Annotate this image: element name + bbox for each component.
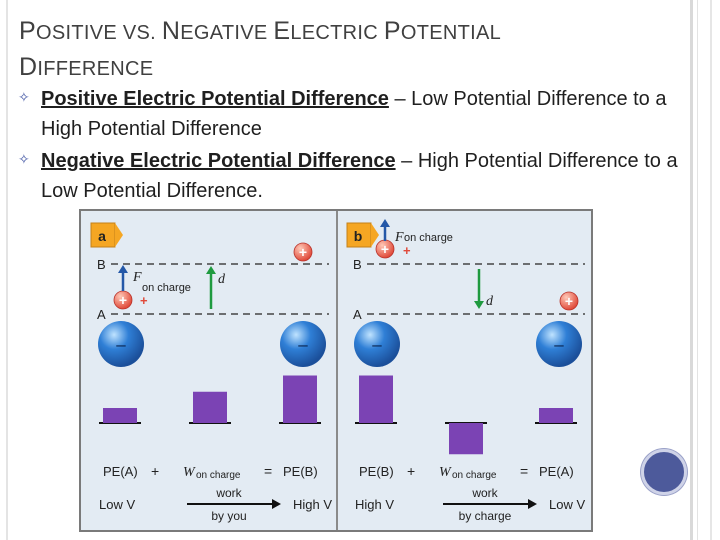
panel-b-sphere-left bbox=[354, 321, 400, 367]
slide-title: POSITIVE VS. NEGATIVE ELECTRIC POTENTIAL… bbox=[19, 14, 659, 86]
hollow-four-point-star-icon: ✧ bbox=[18, 89, 30, 105]
panel-a-eq-right: PE(B) bbox=[283, 464, 318, 479]
panel-b-force-sub: on charge bbox=[404, 232, 453, 244]
panel-b-sphere-right-sign: – bbox=[554, 335, 564, 354]
panel-a-sphere-left-sign: – bbox=[116, 335, 126, 354]
bullet-term: Negative Electric Potential Difference bbox=[41, 150, 396, 172]
slide-left-rule bbox=[6, 0, 8, 540]
panel-a-bar bbox=[283, 375, 317, 423]
title-word: POSITIVE VS. bbox=[19, 17, 156, 45]
panel-a-bar bbox=[193, 391, 227, 423]
panel-b-sphere-right bbox=[536, 321, 582, 367]
panel-b-arrow-bottom: by charge bbox=[459, 509, 512, 523]
panel-b-charge-end bbox=[559, 291, 579, 311]
bullet-negative: ✧ Negative Electric Potential Difference… bbox=[18, 146, 678, 206]
panel-b-force-arrow-head bbox=[380, 219, 390, 227]
panel-a-charge-end bbox=[293, 242, 313, 262]
panel-b-sphere-left-sign: – bbox=[372, 335, 382, 354]
panel-a-force-arrow-head bbox=[118, 265, 128, 273]
panel-b-charge-plus: + bbox=[403, 243, 411, 258]
panel-b-v-left: High V bbox=[355, 497, 394, 512]
panel-b-v-right: Low V bbox=[549, 497, 585, 512]
panel-b-charge-start-sign: + bbox=[381, 241, 389, 257]
title-word: DIFFERENCE bbox=[19, 53, 154, 81]
panel-b-bar bbox=[539, 408, 573, 423]
panel-a-charge-start-sign: + bbox=[119, 292, 127, 308]
panel-a-eq-equals: = bbox=[264, 463, 272, 479]
hollow-four-point-star-icon: ✧ bbox=[18, 151, 30, 167]
panel-a-force-sub: on charge bbox=[142, 282, 191, 294]
panel-a-eq-work-sub: on charge bbox=[196, 470, 241, 481]
panel-a-v-right: High V bbox=[293, 497, 332, 512]
panel-b-badge-tip bbox=[371, 223, 379, 247]
slide-right-rule-thin bbox=[697, 0, 698, 540]
title-line-2: DIFFERENCE bbox=[19, 53, 154, 81]
panel-a-d-arrow-head bbox=[206, 266, 216, 274]
panel-a-eq-work: W bbox=[183, 465, 196, 480]
bullet-text: – Low Potential Difference to a High Pot… bbox=[41, 88, 667, 140]
panel-a-eq-left: PE(A) bbox=[103, 464, 138, 479]
panel-a-bar bbox=[103, 408, 137, 423]
panel-b-arrow-top: work bbox=[471, 486, 498, 500]
panel-b-eq-right: PE(A) bbox=[539, 464, 574, 479]
panel-b-eq-work-sub: on charge bbox=[452, 470, 497, 481]
panel-a-work-arrow-head bbox=[272, 499, 281, 509]
panel-b-work-arrow-head bbox=[528, 499, 537, 509]
panel-a-eq-plus: + bbox=[151, 463, 159, 479]
panel-a-badge-tip bbox=[115, 223, 123, 247]
panel-a-force-label: F bbox=[132, 270, 142, 285]
bullet-text: – High Potential Difference to a Low Pot… bbox=[41, 150, 678, 202]
panel-a-arrow-bottom: by you bbox=[211, 509, 246, 523]
panel-a-sphere-right-sign: – bbox=[298, 335, 308, 354]
panel-b-eq-left: PE(B) bbox=[359, 464, 394, 479]
bullet-positive: ✧ Positive Electric Potential Difference… bbox=[18, 84, 678, 144]
panel-a-d-label: d bbox=[218, 272, 226, 287]
slide-right-rule-outer bbox=[710, 0, 712, 540]
bullet-list: ✧ Positive Electric Potential Difference… bbox=[18, 84, 678, 208]
title-word: POTENTIAL bbox=[383, 17, 502, 45]
panel-b-charge-end-sign: + bbox=[565, 293, 573, 309]
panel-a-charge-plus: + bbox=[140, 293, 148, 308]
panel-b-eq-work: W bbox=[439, 465, 452, 480]
title-word: NEGATIVE bbox=[161, 17, 268, 45]
panel-a-arrow-top: work bbox=[215, 486, 242, 500]
panel-b-d-arrow-head bbox=[474, 301, 484, 309]
panel-a-v-left: Low V bbox=[99, 497, 135, 512]
panel-b-bar bbox=[449, 423, 483, 455]
panel-a-charge-end-sign: + bbox=[299, 244, 307, 260]
bullet-term: Positive Electric Potential Difference bbox=[41, 88, 389, 110]
panel-a-label-b: B bbox=[97, 257, 106, 272]
panel-b-eq-equals: = bbox=[520, 463, 528, 479]
panel-b-force-label: F bbox=[394, 230, 404, 245]
title-word: ELECTRIC bbox=[273, 17, 379, 45]
panel-a-badge-label: a bbox=[98, 228, 106, 244]
panel-a-sphere-left bbox=[98, 321, 144, 367]
panel-b-label-a: A bbox=[353, 307, 362, 322]
slide-right-rule bbox=[690, 0, 693, 540]
decorative-circle bbox=[641, 449, 687, 495]
panel-b-badge-label: b bbox=[354, 228, 363, 244]
panel-a-label-a: A bbox=[97, 307, 106, 322]
title-line-1: POSITIVE VS. NEGATIVE ELECTRIC POTENTIAL bbox=[19, 17, 502, 45]
panel-b-label-b: B bbox=[353, 257, 362, 272]
panel-a-sphere-right bbox=[280, 321, 326, 367]
panel-b-d-label: d bbox=[486, 294, 494, 309]
panel-b-bar bbox=[359, 375, 393, 423]
panel-b-eq-plus: + bbox=[407, 463, 415, 479]
